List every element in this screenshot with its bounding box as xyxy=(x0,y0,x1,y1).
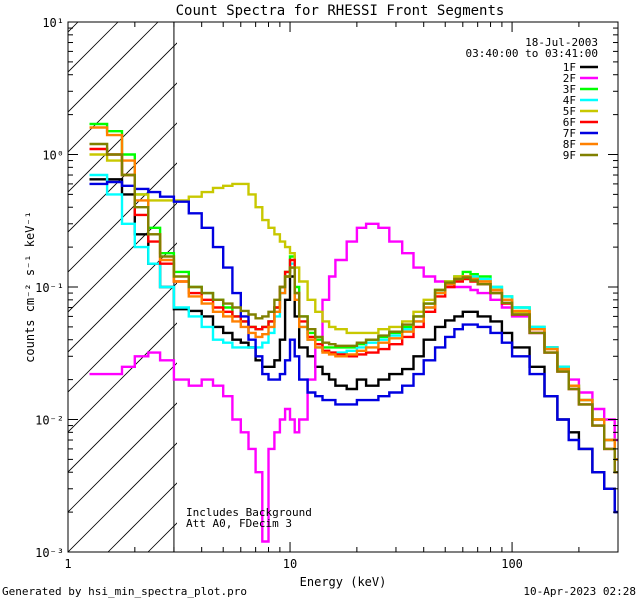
annotation-background: Includes Background xyxy=(186,506,312,519)
y-axis-label: counts cm⁻² s⁻¹ keV⁻¹ xyxy=(23,211,37,363)
axis-ticks xyxy=(67,21,619,553)
y-tick-label: 10⁻² xyxy=(35,414,64,428)
series-line-3F xyxy=(89,122,618,461)
legend-label-9F: 9F xyxy=(563,149,576,162)
time-range-label: 03:40:00 to 03:41:00 xyxy=(466,47,598,60)
generated-by-label: Generated by hsi_min_spectra_plot.pro xyxy=(2,585,247,598)
hatch-line xyxy=(68,22,159,113)
footer-date-label: 10-Apr-2023 02:28 xyxy=(523,585,636,598)
series-line-4F xyxy=(89,173,618,461)
annotation-attenuator: Att A0, FDecim 3 xyxy=(186,517,292,530)
series-line-7F xyxy=(89,180,618,514)
hatch-line xyxy=(68,402,177,513)
y-tick-label: 10⁻³ xyxy=(35,546,64,560)
legend-label-1F: 1F xyxy=(563,61,576,74)
hatch-line xyxy=(68,82,177,193)
legend-label-4F: 4F xyxy=(563,94,576,107)
series-group xyxy=(89,122,618,543)
series-line-5F xyxy=(89,153,618,461)
x-tick-label: 10 xyxy=(283,557,297,571)
series-line-8F xyxy=(89,126,618,461)
legend-label-2F: 2F xyxy=(563,72,576,85)
hatch-line xyxy=(107,482,177,552)
chart-title: Count Spectra for RHESSI Front Segments xyxy=(176,3,505,19)
hatch-line xyxy=(68,202,177,313)
x-axis-label: Energy (keV) xyxy=(300,575,387,589)
hatch-line xyxy=(628,22,640,552)
hatch-line xyxy=(68,442,177,552)
hatch-line xyxy=(68,282,177,393)
legend-label-8F: 8F xyxy=(563,138,576,151)
date-label: 18-Jul-2003 xyxy=(525,36,598,49)
axis-tick-labels: 1 10 100 10⁻³ 10⁻² 10⁻¹ 10⁰ 10¹ xyxy=(35,16,523,571)
hatch-line xyxy=(308,22,640,552)
hatch-line xyxy=(68,42,177,153)
series-line-9F xyxy=(89,142,618,474)
legend-label-7F: 7F xyxy=(563,127,576,140)
y-tick-label: 10¹ xyxy=(42,16,64,30)
x-tick-label: 100 xyxy=(501,557,523,571)
hatch-line xyxy=(68,362,177,473)
legend-label-5F: 5F xyxy=(563,105,576,118)
legend-label-6F: 6F xyxy=(563,116,576,129)
series-line-2F xyxy=(89,222,618,543)
y-tick-label: 10⁻¹ xyxy=(35,281,64,295)
x-tick-label: 1 xyxy=(64,557,71,571)
excluded-region-hatch xyxy=(68,22,640,552)
hatch-line xyxy=(68,242,177,353)
legend-label-3F: 3F xyxy=(563,83,576,96)
y-tick-label: 10⁰ xyxy=(42,149,64,163)
plot-frame xyxy=(67,21,619,553)
